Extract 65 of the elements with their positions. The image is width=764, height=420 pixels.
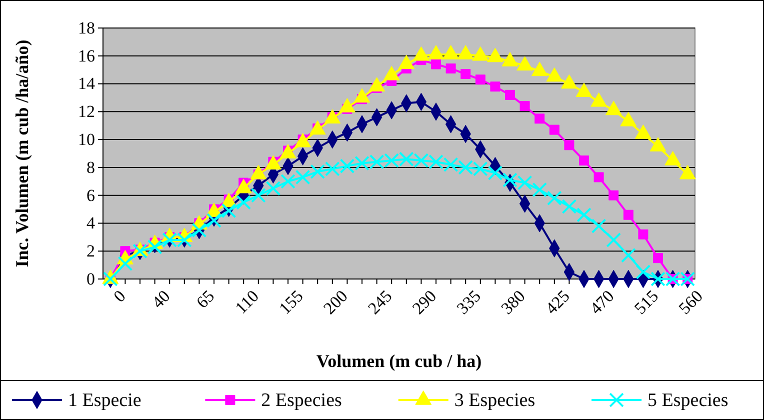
x-tick-label: 290 — [408, 286, 440, 318]
y-tick-label: 10 — [78, 130, 95, 149]
point — [460, 69, 471, 80]
x-tick-label: 110 — [231, 286, 262, 318]
y-tick-label: 14 — [78, 74, 96, 94]
y-tick-label: 6 — [86, 186, 95, 205]
point — [221, 203, 236, 218]
y-tick-label: 0 — [86, 269, 95, 288]
y-tick-label: 4 — [86, 214, 96, 233]
point — [490, 82, 500, 92]
x-tick-label: 245 — [364, 286, 396, 318]
y-tick-label: 2 — [86, 242, 95, 261]
legend-label: 1 Especie — [68, 390, 142, 411]
point — [532, 182, 548, 198]
point — [250, 188, 266, 203]
point — [280, 174, 296, 189]
x-tick-label: 380 — [497, 286, 529, 318]
point — [562, 199, 577, 214]
point — [102, 272, 118, 286]
y-tick-label: 12 — [78, 102, 95, 122]
point — [620, 248, 636, 263]
point — [576, 207, 592, 222]
point — [549, 124, 560, 135]
x-tick-label: 200 — [320, 286, 352, 318]
point — [534, 114, 545, 124]
point — [446, 63, 456, 74]
x-tick-label: 515 — [630, 286, 662, 318]
point — [594, 172, 604, 182]
x-tick-label: 65 — [192, 286, 218, 312]
x-tick-label: 335 — [453, 286, 484, 318]
point — [564, 140, 574, 150]
point — [295, 170, 310, 185]
y-tick-label: 8 — [86, 158, 95, 177]
point — [206, 212, 222, 228]
point — [475, 74, 486, 85]
x-axis-title: Volumen (m cub / ha) — [316, 351, 482, 371]
x-tick-label: 425 — [542, 286, 574, 318]
x-tick-label: 0 — [110, 286, 130, 306]
y-tick-label: 18 — [78, 18, 95, 38]
point — [488, 166, 503, 180]
legend-label: 2 Especies — [261, 390, 342, 411]
point — [520, 101, 530, 112]
legend-label: 5 Especies — [648, 390, 728, 411]
point — [638, 229, 648, 240]
legend-label: 3 Especies — [454, 390, 536, 411]
point — [636, 264, 651, 280]
x-tick-label: 560 — [675, 286, 706, 318]
point — [147, 239, 162, 254]
point — [118, 256, 133, 272]
x-tick-label: 40 — [148, 286, 174, 312]
point — [653, 253, 663, 264]
point — [431, 59, 441, 70]
point — [623, 210, 634, 220]
point — [606, 232, 622, 248]
y-axis-title: Inc. Volumen (m cub /ha/año) — [12, 40, 32, 268]
point — [579, 155, 589, 166]
x-tick-label: 155 — [275, 286, 307, 318]
point — [505, 90, 515, 100]
point — [591, 218, 606, 234]
point — [266, 180, 281, 196]
y-tick-label: 16 — [78, 46, 95, 66]
x-tick-label: 470 — [586, 286, 618, 318]
point — [546, 190, 562, 206]
point — [236, 194, 252, 210]
point — [608, 190, 619, 200]
